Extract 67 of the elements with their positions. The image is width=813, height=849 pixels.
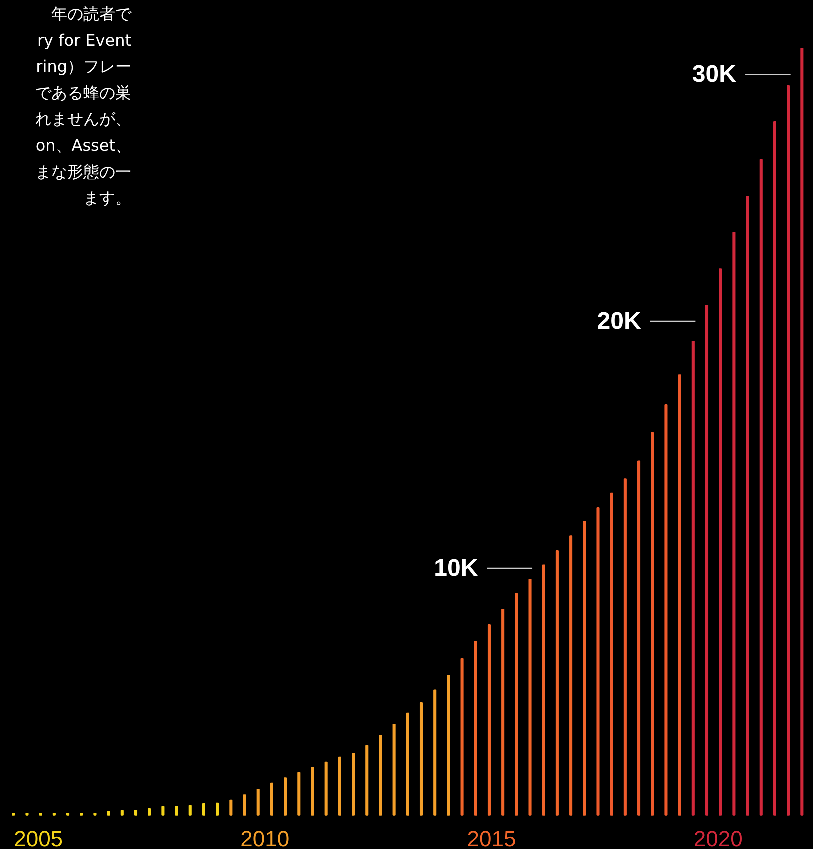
bar <box>460 658 464 816</box>
bar <box>338 756 342 816</box>
bar <box>596 507 600 816</box>
bar <box>406 712 410 816</box>
bar <box>148 808 152 816</box>
ref-line-label: 20K <box>597 308 642 336</box>
annotation: ます。 <box>84 188 132 208</box>
bar <box>664 404 668 816</box>
bar <box>352 752 356 816</box>
bar <box>583 521 586 816</box>
bar <box>270 782 274 816</box>
bar <box>678 374 682 816</box>
annotation: on、Asset、 <box>36 136 132 155</box>
bar <box>298 772 301 816</box>
ref-line-label: 10K <box>434 554 479 582</box>
bar <box>434 690 437 816</box>
bar <box>107 810 110 816</box>
bar <box>692 341 695 816</box>
ref-line-label: 30K <box>692 61 738 88</box>
bar <box>515 593 518 816</box>
bar <box>311 767 314 816</box>
x-tick-label: 2015 <box>467 826 516 849</box>
bar <box>556 550 559 816</box>
x-tick-label: 2010 <box>240 826 290 849</box>
bar <box>800 48 804 816</box>
bar <box>134 810 138 816</box>
annotation: まな形態の一 <box>36 162 132 182</box>
bar <box>705 304 709 816</box>
annotation: れませんが、 <box>36 110 132 129</box>
bar <box>366 745 369 816</box>
bar <box>787 85 790 816</box>
bar <box>502 608 505 816</box>
annotation: 年の読者で <box>52 4 132 24</box>
bar <box>746 196 750 816</box>
bar <box>542 564 546 816</box>
bar <box>284 778 288 816</box>
x-tick-label: 2005 <box>14 826 64 849</box>
bar <box>760 159 763 816</box>
bar <box>570 536 573 816</box>
bar <box>773 121 776 816</box>
x-tick-label: 2020 <box>694 826 743 849</box>
bar <box>447 675 450 816</box>
bar <box>528 579 532 816</box>
bar <box>474 641 478 816</box>
annotation: ring）フレー <box>36 57 132 76</box>
bar <box>732 232 736 816</box>
bar <box>379 735 382 816</box>
bar <box>216 802 220 816</box>
bar <box>420 702 424 816</box>
annotation: である蜂の巣 <box>36 83 132 102</box>
bar <box>488 624 491 816</box>
bar <box>392 724 396 816</box>
bar <box>651 432 654 816</box>
bar <box>230 800 233 816</box>
annotation: ry for Event <box>37 30 132 50</box>
bar <box>120 810 124 816</box>
bar <box>188 805 192 816</box>
bar <box>719 268 722 816</box>
bar <box>243 794 246 816</box>
bar <box>256 788 260 816</box>
bar <box>202 803 206 816</box>
bar <box>324 762 328 816</box>
bar <box>624 478 627 816</box>
bar <box>638 460 641 816</box>
bar <box>610 492 614 816</box>
bar <box>175 806 178 816</box>
bar <box>162 806 165 816</box>
